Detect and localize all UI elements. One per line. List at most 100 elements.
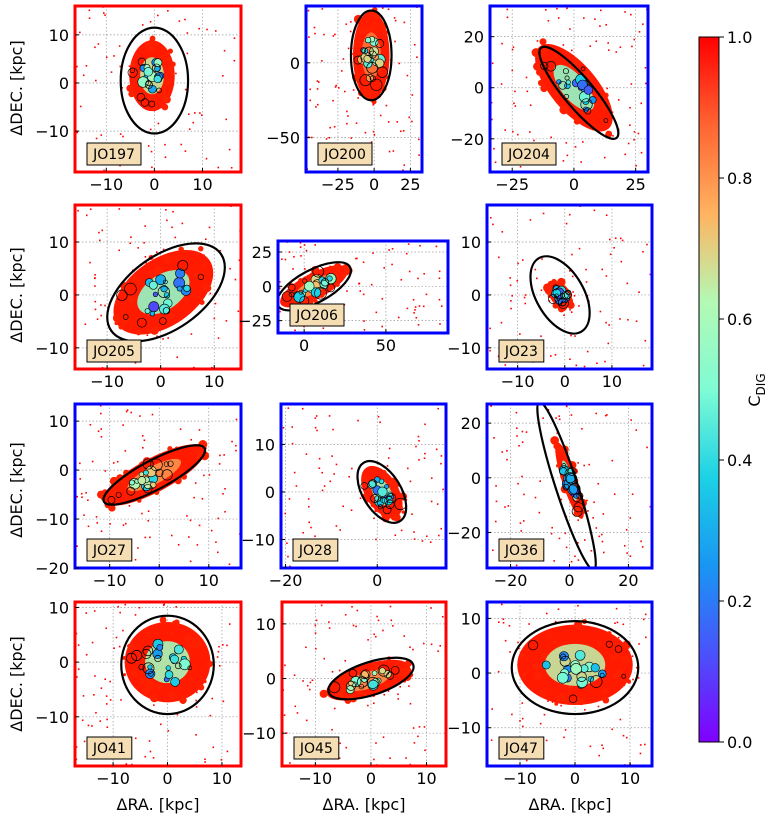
hii-region — [159, 303, 170, 315]
noise-spaxel — [124, 522, 127, 525]
x-tick-label: 10 — [212, 769, 232, 788]
noise-spaxel — [413, 538, 416, 540]
emission-blob — [192, 273, 197, 278]
noise-spaxel — [141, 434, 144, 437]
noise-spaxel — [520, 530, 523, 532]
noise-spaxel — [602, 747, 605, 750]
noise-spaxel — [596, 362, 598, 365]
x-tick-label: 0 — [156, 372, 166, 391]
emission-blob — [553, 91, 558, 96]
noise-spaxel — [556, 7, 558, 10]
noise-spaxel — [381, 325, 384, 328]
noise-spaxel — [626, 282, 629, 285]
noise-spaxel — [278, 281, 281, 283]
emission-blob — [371, 22, 379, 29]
noise-spaxel — [97, 43, 100, 45]
noise-spaxel — [570, 560, 573, 563]
noise-spaxel — [346, 122, 348, 125]
noise-spaxel — [355, 122, 358, 124]
noise-spaxel — [226, 750, 229, 753]
x-tick-label: −10 — [96, 769, 130, 788]
noise-spaxel — [104, 470, 107, 472]
noise-spaxel — [218, 664, 221, 667]
noise-spaxel — [212, 746, 215, 749]
noise-spaxel — [303, 325, 305, 328]
noise-spaxel — [524, 302, 527, 305]
panel-name-tag — [501, 142, 557, 166]
noise-spaxel — [352, 89, 355, 91]
noise-spaxel — [598, 535, 601, 538]
y-tick-label: 0 — [474, 79, 484, 98]
hii-region — [384, 484, 389, 489]
noise-spaxel — [437, 534, 440, 537]
noise-spaxel — [493, 437, 495, 439]
noise-spaxel — [289, 565, 291, 568]
noise-spaxel — [423, 726, 426, 728]
noise-spaxel — [601, 744, 603, 747]
noise-spaxel — [614, 622, 616, 624]
noise-spaxel — [322, 327, 325, 330]
noise-spaxel — [631, 655, 634, 657]
x-tick-label: 10 — [620, 769, 640, 788]
noise-spaxel — [414, 306, 417, 308]
panel-jo205: −10 0 10 −10 0 10 JO205 — [35, 203, 243, 391]
noise-spaxel — [387, 8, 390, 11]
noise-spaxel — [235, 418, 238, 421]
noise-spaxel — [142, 446, 144, 449]
noise-spaxel — [625, 528, 628, 531]
noise-spaxel — [403, 21, 406, 24]
emission-blob — [146, 632, 151, 637]
noise-spaxel — [314, 624, 317, 627]
emission-blob — [397, 668, 407, 678]
noise-spaxel — [415, 445, 417, 448]
panel-name-tag — [289, 303, 345, 327]
emission-blob — [162, 95, 171, 104]
noise-spaxel — [412, 648, 414, 651]
emission-blob — [365, 19, 369, 24]
noise-spaxel — [91, 725, 93, 727]
emission-blob — [122, 673, 127, 677]
noise-spaxel — [637, 677, 640, 679]
noise-spaxel — [321, 60, 323, 62]
noise-spaxel — [437, 407, 440, 410]
noise-spaxel — [539, 722, 542, 725]
noise-spaxel — [134, 362, 137, 364]
noise-spaxel — [517, 641, 519, 644]
noise-spaxel — [400, 278, 403, 281]
noise-spaxel — [91, 460, 94, 463]
noise-spaxel — [147, 519, 150, 522]
noise-spaxel — [85, 492, 87, 494]
noise-spaxel — [134, 737, 137, 740]
noise-spaxel — [143, 241, 145, 244]
hii-region — [173, 644, 184, 655]
x-tick-label: 0 — [299, 336, 309, 355]
noise-spaxel — [141, 24, 144, 26]
noise-spaxel — [105, 56, 108, 59]
noise-spaxel — [418, 305, 421, 307]
noise-spaxel — [642, 364, 645, 367]
clump-outline — [122, 314, 129, 320]
noise-spaxel — [409, 480, 412, 483]
emission-blob — [149, 35, 156, 42]
noise-spaxel — [316, 80, 319, 82]
noise-spaxel — [558, 415, 560, 417]
noise-spaxel — [501, 42, 503, 45]
noise-spaxel — [286, 542, 288, 544]
y-tick-label: 10 — [256, 615, 276, 634]
noise-spaxel — [533, 139, 535, 142]
noise-spaxel — [497, 621, 500, 624]
noise-spaxel — [302, 531, 304, 534]
panel-name-label: JO47 — [504, 741, 538, 757]
emission-blob — [128, 90, 135, 98]
noise-spaxel — [631, 493, 634, 496]
noise-spaxel — [543, 713, 546, 716]
noise-spaxel — [110, 71, 113, 73]
noise-spaxel — [176, 356, 179, 358]
noise-spaxel — [440, 527, 443, 530]
clump-outline — [197, 273, 205, 281]
clump-outline — [177, 260, 189, 271]
noise-spaxel — [540, 289, 543, 292]
noise-spaxel — [109, 699, 112, 701]
noise-spaxel — [210, 529, 213, 532]
y-tick-label: 10 — [49, 26, 69, 45]
